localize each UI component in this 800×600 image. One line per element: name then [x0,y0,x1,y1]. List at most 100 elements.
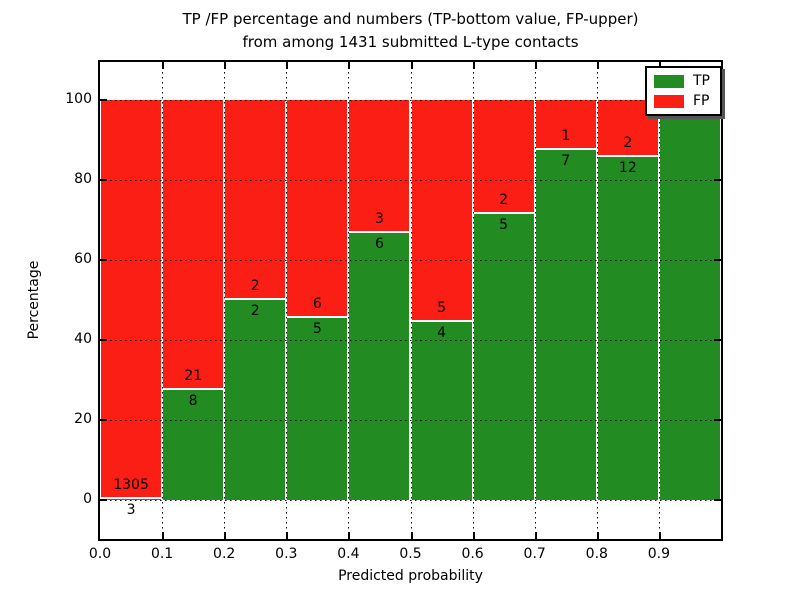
x-tick-label: 0.9 [647,546,671,562]
x-tick-mark-top [596,62,599,69]
bar-fp-segment [162,100,225,388]
vertical-gridline [348,62,350,539]
x-tick-mark-top [162,62,165,69]
chart-title: TP /FP percentage and numbers (TP-bottom… [100,8,721,54]
x-tick-mark [534,532,537,539]
fp-swatch-icon [654,94,684,108]
x-tick-label: 0.7 [523,546,546,562]
x-tick-mark-top [658,62,661,69]
x-tick-mark [658,532,661,539]
tp-count-label: 7 [561,153,571,169]
y-tick-label: 20 [74,411,92,427]
x-tick-mark [162,532,165,539]
tp-count-label: 5 [499,217,509,234]
vertical-gridline [658,62,660,539]
fp-count-label: 2 [250,278,260,294]
chart-title-line1: TP /FP percentage and numbers (TP-bottom… [182,10,639,28]
vertical-gridline [162,62,164,539]
y-tick-label: 80 [74,171,92,187]
y-tick-label: 40 [74,331,92,347]
tp-count-label: 2 [250,303,260,319]
fp-count-label: 1 [561,128,571,144]
bar-fp-segment [286,100,349,317]
x-tick-mark-top [534,62,537,69]
x-tick-label: 0.1 [150,546,174,562]
bar-fp-segment [534,100,597,148]
x-tick-mark [348,532,351,539]
chart-title-line2: from among 1431 submitted L-type contact… [242,33,579,51]
tp-count-label: 8 [188,392,198,409]
fp-count-label: 21 [184,367,203,384]
tp-count-label: 6 [374,236,384,253]
x-tick-mark [410,532,413,539]
x-tick-label: 0.4 [337,546,360,562]
bar-tp-segment [534,150,597,500]
x-tick-label: 0.8 [585,546,608,562]
x-tick-mark-top [286,62,289,69]
x-tick-mark [596,532,599,539]
fp-count-label: 2 [499,192,509,209]
y-tick-mark [100,179,107,181]
x-tick-label: 0.6 [461,546,484,562]
y-tick-mark-right [714,499,721,501]
y-axis-label: Percentage [26,260,42,340]
x-tick-label: 0.5 [399,546,422,562]
y-tick-mark [100,339,107,341]
bar-tp-segment [224,300,287,500]
y-tick-mark [100,499,107,501]
bar-tp-segment [596,157,659,500]
vertical-gridline [596,62,598,539]
bar-tp-segment [286,318,349,500]
fp-count-label: 6 [312,296,322,313]
y-tick-mark-right [714,259,721,261]
y-tick-mark [100,419,107,421]
bar-fp-segment [348,100,411,232]
y-tick-label: 60 [74,251,92,267]
x-tick-label: 0.0 [88,546,112,562]
bar-tp-segment [348,233,411,500]
fp-count-label: 2 [623,135,633,152]
tp-count-label: 4 [437,325,446,342]
x-tick-mark [472,532,475,539]
fp-count-label: 5 [437,300,446,317]
legend-label-fp: FP [693,93,710,109]
tp-count-label: 3 [126,502,136,519]
tp-count-label: 5 [312,321,322,338]
y-tick-mark [100,259,107,261]
x-tick-label: 0.2 [213,546,236,562]
legend-entry-fp: FP [654,93,710,109]
bar-fp-segment [100,100,163,498]
fp-count-label: 1305 [113,477,149,494]
x-tick-mark-top [348,62,351,69]
x-tick-mark-top [472,62,475,69]
x-axis-label: Predicted probability [338,568,483,584]
vertical-gridline [534,62,536,539]
bar-tp-segment [472,214,535,500]
fp-count-label: 3 [374,211,384,228]
legend-entry-tp: TP [654,73,710,89]
bar-fp-segment [410,100,473,321]
bar-tp-segment [410,322,473,500]
legend-label-tp: TP [693,73,710,89]
x-tick-mark [224,532,227,539]
tp-swatch-icon [654,74,684,88]
x-tick-label: 0.3 [275,546,298,562]
y-tick-mark [100,99,107,101]
vertical-gridline [224,62,226,539]
x-tick-mark-top [224,62,227,69]
bar-fp-segment [472,100,535,213]
tp-count-label: 12 [618,160,637,177]
bar-fp-segment [224,100,287,298]
x-tick-mark [286,532,289,539]
y-tick-label: 0 [83,491,92,507]
bar-tp-segment [658,100,721,500]
x-tick-mark-top [410,62,413,69]
plot-area: 1305321822653654251721232 [100,62,721,539]
y-tick-mark-right [714,419,721,421]
legend: TP FP [645,66,722,116]
vertical-gridline [286,62,288,539]
y-tick-mark-right [714,179,721,181]
y-tick-label: 100 [65,91,92,107]
vertical-gridline [410,62,412,539]
